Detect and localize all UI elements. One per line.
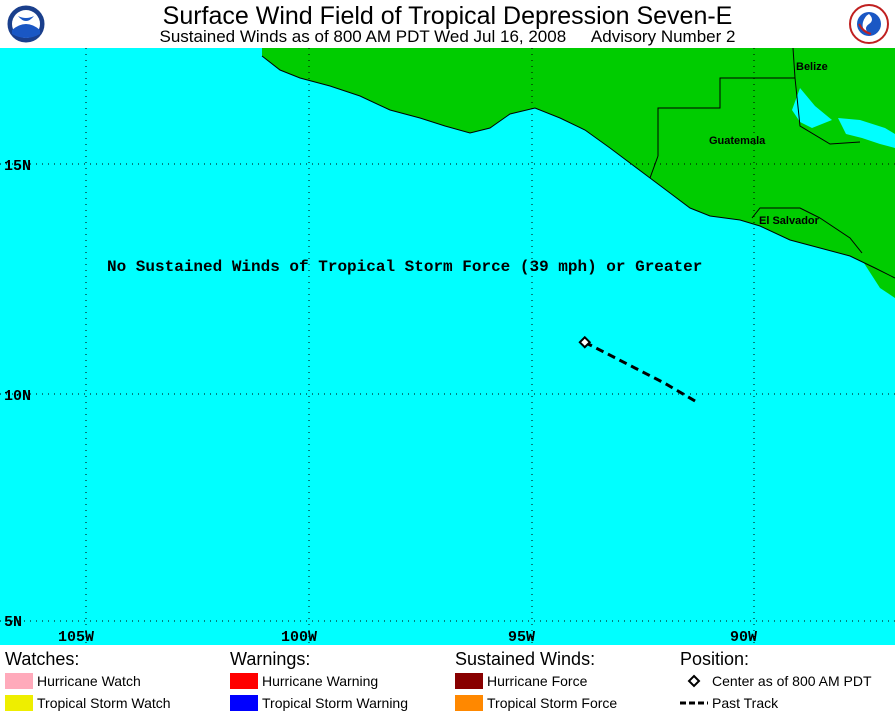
dashed-line-icon (680, 701, 708, 705)
nws-logo (849, 4, 889, 44)
country-label-el-salvador: El Salvador (759, 215, 820, 227)
past-track-line (584, 340, 697, 403)
lon-label-100w: 100W (281, 629, 317, 645)
hurricane-warning-swatch (230, 673, 258, 689)
legend-item-label: Tropical Storm Force (487, 695, 618, 711)
diamond-icon (687, 674, 701, 688)
country-label-belize: Belize (796, 61, 828, 73)
legend-warnings-heading: Warnings: (230, 649, 311, 669)
noaa-logo (6, 4, 46, 44)
gulf-of-honduras (792, 88, 895, 148)
legend-item: Hurricane Watch (5, 670, 220, 692)
legend-item: Tropical Storm Warning (230, 692, 445, 714)
lon-label-105w: 105W (58, 629, 94, 645)
hurricane-watch-swatch (5, 673, 33, 689)
lon-label-90w: 90W (730, 629, 757, 645)
country-label-guatemala: Guatemala (709, 135, 766, 147)
tropical-storm-force-swatch (455, 695, 483, 711)
legend-position-heading: Position: (680, 649, 750, 669)
legend-item: Past Track (680, 692, 890, 714)
header: Surface Wind Field of Tropical Depressio… (0, 0, 895, 48)
legend-item-label: Tropical Storm Watch (37, 695, 171, 711)
page-title: Surface Wind Field of Tropical Depressio… (162, 2, 733, 30)
legend-watches-heading: Watches: (5, 649, 80, 669)
country-borders (261, 48, 895, 279)
legend: Watches: Hurricane Watch Tropical Storm … (0, 645, 895, 716)
legend-item-label: Center as of 800 AM PDT (712, 673, 872, 689)
legend-item: Tropical Storm Force (455, 692, 670, 714)
legend-item-label: Hurricane Force (487, 673, 588, 689)
no-wind-notice: No Sustained Winds of Tropical Storm For… (107, 258, 702, 276)
lat-label-5n: 5N (4, 614, 22, 631)
legend-winds: Sustained Winds: Hurricane Force Tropica… (455, 648, 670, 714)
lat-label-15n: 15N (4, 158, 31, 175)
tropical-storm-warning-swatch (230, 695, 258, 711)
legend-item-label: Hurricane Watch (37, 673, 141, 689)
advisory-number: Advisory Number 2 (590, 27, 736, 46)
legend-item-label: Hurricane Warning (262, 673, 379, 689)
legend-item-label: Tropical Storm Warning (262, 695, 409, 711)
legend-item: Hurricane Force (455, 670, 670, 692)
legend-watches: Watches: Hurricane Watch Tropical Storm … (5, 648, 220, 714)
hurricane-force-swatch (455, 673, 483, 689)
wind-field-map: 15N 10N 5N 105W 100W 95W 90W Belize Guat… (0, 48, 895, 645)
legend-winds-heading: Sustained Winds: (455, 649, 596, 669)
legend-item: Center as of 800 AM PDT (680, 670, 890, 692)
advisory-time: Sustained Winds as of 800 AM PDT Wed Jul… (159, 27, 567, 46)
legend-item-label: Past Track (712, 695, 779, 711)
legend-position: Position: Center as of 800 AM PDT Past T… (680, 648, 890, 714)
legend-warnings: Warnings: Hurricane Warning Tropical Sto… (230, 648, 445, 714)
land-honduras-nicaragua (862, 244, 895, 298)
lat-label-10n: 10N (4, 388, 31, 405)
legend-item: Tropical Storm Watch (5, 692, 220, 714)
tropical-storm-watch-swatch (5, 695, 33, 711)
legend-item: Hurricane Warning (230, 670, 445, 692)
land-central-america (262, 48, 895, 278)
lon-label-95w: 95W (508, 629, 535, 645)
storm-center-marker (578, 335, 592, 349)
page-subtitle: Sustained Winds as of 800 AM PDT Wed Jul… (0, 27, 895, 47)
